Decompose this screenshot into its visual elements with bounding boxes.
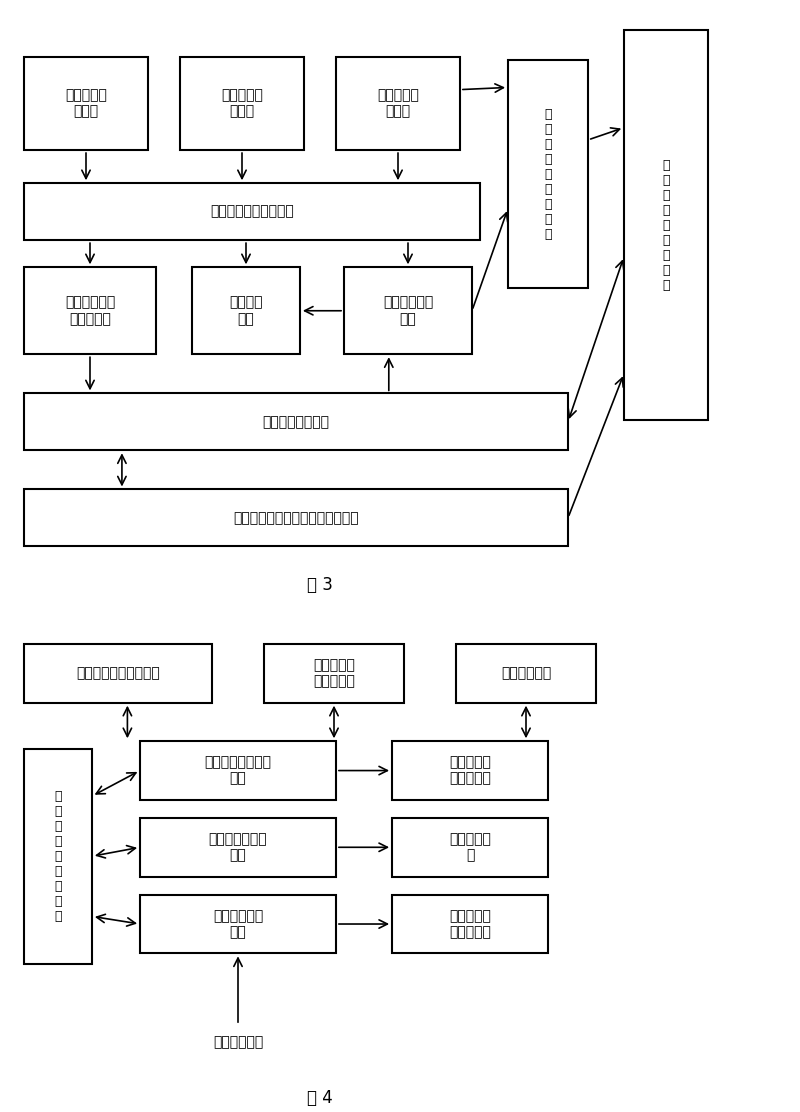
Text: 图 4: 图 4 [307, 1089, 333, 1106]
Text: 数
据
接
收
与
发
送
模
块: 数 据 接 收 与 发 送 模 块 [662, 159, 670, 291]
Text: 多传感器信息融合模块: 多传感器信息融合模块 [210, 205, 294, 219]
Text: 超标报警模块: 超标报警模块 [501, 666, 551, 681]
Text: 远程遥控操作
模块: 远程遥控操作 模块 [213, 909, 263, 940]
Text: 空气质量数据存储模块: 空气质量数据存储模块 [76, 666, 160, 681]
Bar [624, 30, 708, 420]
Bar [140, 817, 336, 876]
Text: 全局定位
模块: 全局定位 模块 [230, 296, 262, 326]
Text: 空气质量指
标显示模块: 空气质量指 标显示模块 [449, 755, 491, 786]
Bar [180, 57, 304, 150]
Text: 信
息
接
收
与
发
送
模
块: 信 息 接 收 与 发 送 模 块 [54, 790, 62, 923]
Text: 遥控操作指令: 遥控操作指令 [213, 1035, 263, 1050]
Text: 视觉信息处
理模块: 视觉信息处 理模块 [377, 89, 419, 119]
Bar [392, 741, 548, 800]
Bar [140, 741, 336, 800]
Text: 图 3: 图 3 [307, 576, 333, 595]
Text: 智能导航与高
层规划模块: 智能导航与高 层规划模块 [65, 296, 115, 326]
Text: 红外信息处
理模块: 红外信息处 理模块 [221, 89, 263, 119]
Bar [192, 267, 300, 355]
Text: 数
据
编
码
与
压
缩
模
块: 数 据 编 码 与 压 缩 模 块 [544, 108, 552, 240]
Bar [336, 57, 460, 150]
Bar [264, 644, 404, 703]
Bar [24, 267, 156, 355]
Text: 快速三维建模
模块: 快速三维建模 模块 [383, 296, 433, 326]
Text: 视频显示模
块: 视频显示模 块 [449, 832, 491, 863]
Bar [24, 57, 148, 150]
Bar [24, 394, 568, 450]
Bar [344, 267, 472, 355]
Text: 空气质量智能分析
模块: 空气质量智能分析 模块 [205, 755, 271, 786]
Text: 视频存储与检索
模块: 视频存储与检索 模块 [209, 832, 267, 863]
Bar [456, 644, 596, 703]
Bar [24, 183, 480, 240]
Bar [508, 60, 588, 288]
Bar [140, 894, 336, 953]
Bar [24, 489, 568, 546]
Bar [24, 748, 92, 964]
Text: 底层运动控制模块: 底层运动控制模块 [262, 415, 330, 429]
Text: 声纳信息处
理模块: 声纳信息处 理模块 [65, 89, 107, 119]
Bar [24, 644, 212, 703]
Bar [392, 894, 548, 953]
Bar [392, 817, 548, 876]
Text: 清洗与消毒
决策支持模: 清洗与消毒 决策支持模 [313, 658, 355, 688]
Text: 空气采样数据与灰尘采样数据模块: 空气采样数据与灰尘采样数据模块 [233, 510, 359, 525]
Text: 三维环境模
型显示模块: 三维环境模 型显示模块 [449, 909, 491, 940]
